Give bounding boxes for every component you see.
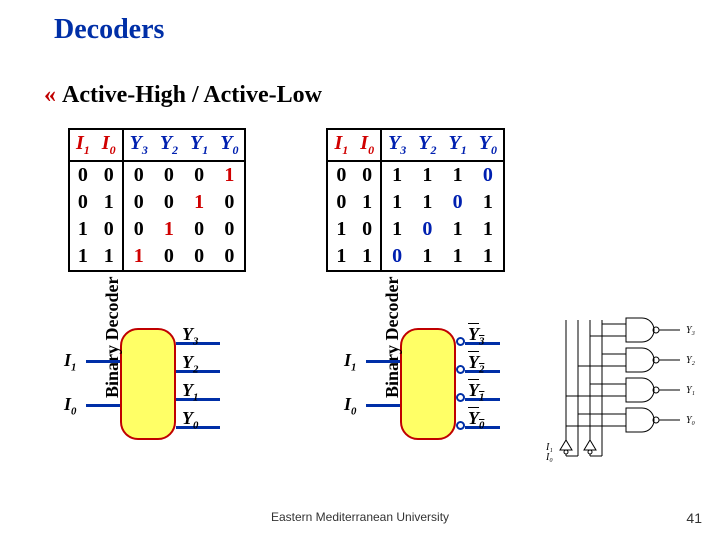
page-number: 41 — [686, 510, 702, 526]
gate-out-label: Y₂ — [686, 355, 696, 366]
truth-table-active-high: I1I0Y3Y2Y1Y0000001010010100100111000 — [68, 128, 246, 272]
inversion-bubble — [456, 365, 465, 374]
gate-out-label: Y₁ — [686, 385, 695, 396]
output-label: Y1 — [182, 380, 198, 404]
gate-out-label: Y₃ — [686, 325, 696, 336]
bullet-star: « — [44, 82, 56, 108]
wire — [86, 404, 120, 407]
decoder-block-active-low: Binary Decoder I1 I0 Y3 Y2 Y1 Y0 — [360, 320, 530, 450]
wire — [366, 404, 400, 407]
truth-table-active-low: I1I0Y3Y2Y1Y0001110011101101011110111 — [326, 128, 504, 272]
input-label: I1 — [64, 350, 76, 374]
footer-text: Eastern Mediterranean University — [0, 510, 720, 524]
nand-decoder-circuit: Y₃ Y₂ Y₁ Y₀ I₁ I₀ — [546, 312, 706, 462]
input-label: I0 — [64, 394, 76, 418]
decoder-label: Binary Decoder — [102, 370, 194, 398]
input-label: I0 — [344, 394, 356, 418]
input-label: I1 — [344, 350, 356, 374]
output-label: Y3 — [468, 324, 484, 348]
wire — [86, 360, 120, 363]
output-label: Y2 — [468, 352, 484, 376]
output-label: Y3 — [182, 324, 198, 348]
page-title: Decoders — [54, 14, 164, 46]
wire — [366, 360, 400, 363]
output-label: Y0 — [468, 408, 484, 432]
gate-out-label: Y₀ — [686, 415, 696, 426]
subtitle-text: Active-High / Active-Low — [62, 82, 322, 108]
inversion-bubble — [456, 337, 465, 346]
circuit-in-label: I₀ — [546, 452, 553, 462]
section-subtitle: «Active-High / Active-Low — [44, 82, 322, 109]
truth-tables: I1I0Y3Y2Y1Y0000001010010100100111000 I1I… — [68, 128, 505, 272]
output-label: Y2 — [182, 352, 198, 376]
decoder-blocks: Binary Decoder I1 I0 Y3 Y2 Y1 Y0 Binary … — [80, 320, 530, 450]
output-label: Y1 — [468, 380, 484, 404]
decoder-block-active-high: Binary Decoder I1 I0 Y3 Y2 Y1 Y0 — [80, 320, 250, 450]
output-label: Y0 — [182, 408, 198, 432]
inversion-bubble — [456, 393, 465, 402]
inversion-bubble — [456, 421, 465, 430]
